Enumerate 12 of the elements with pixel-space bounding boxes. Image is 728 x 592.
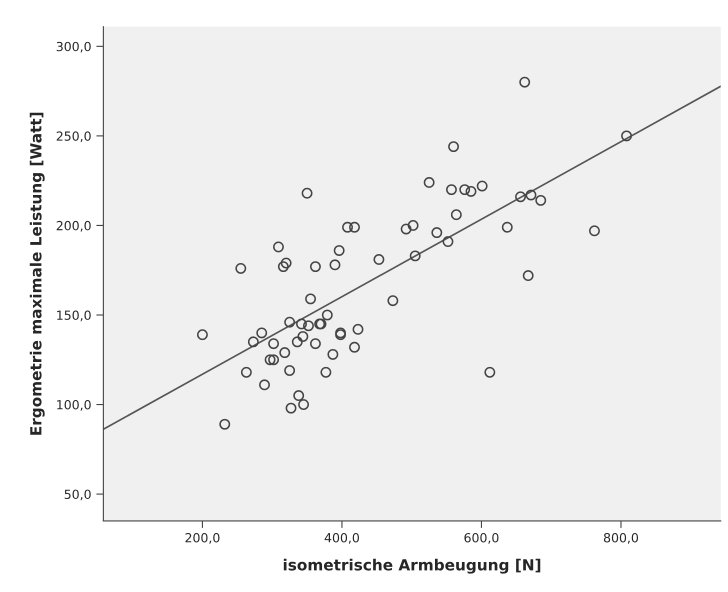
x-axis-title: isometrische Armbeugung [N] <box>284 558 540 574</box>
y-tick-label: 100,0 <box>57 400 91 411</box>
y-tick-label: 200,0 <box>56 220 91 232</box>
y-tick-label: 150,0 <box>57 310 91 322</box>
y-tick-label: 250,0 <box>56 131 91 142</box>
x-tick-label: 200,0 <box>185 532 220 544</box>
x-tick-label: 400,0 <box>324 532 360 544</box>
y-tick-label: 300,0 <box>56 42 91 53</box>
y-axis-title: Ergometrie maximale Leistung [Watt] <box>30 112 45 435</box>
x-tick-label: 800,0 <box>604 532 638 544</box>
y-tick-label: 50,0 <box>64 490 91 500</box>
x-tick-label: 600,0 <box>464 532 499 544</box>
